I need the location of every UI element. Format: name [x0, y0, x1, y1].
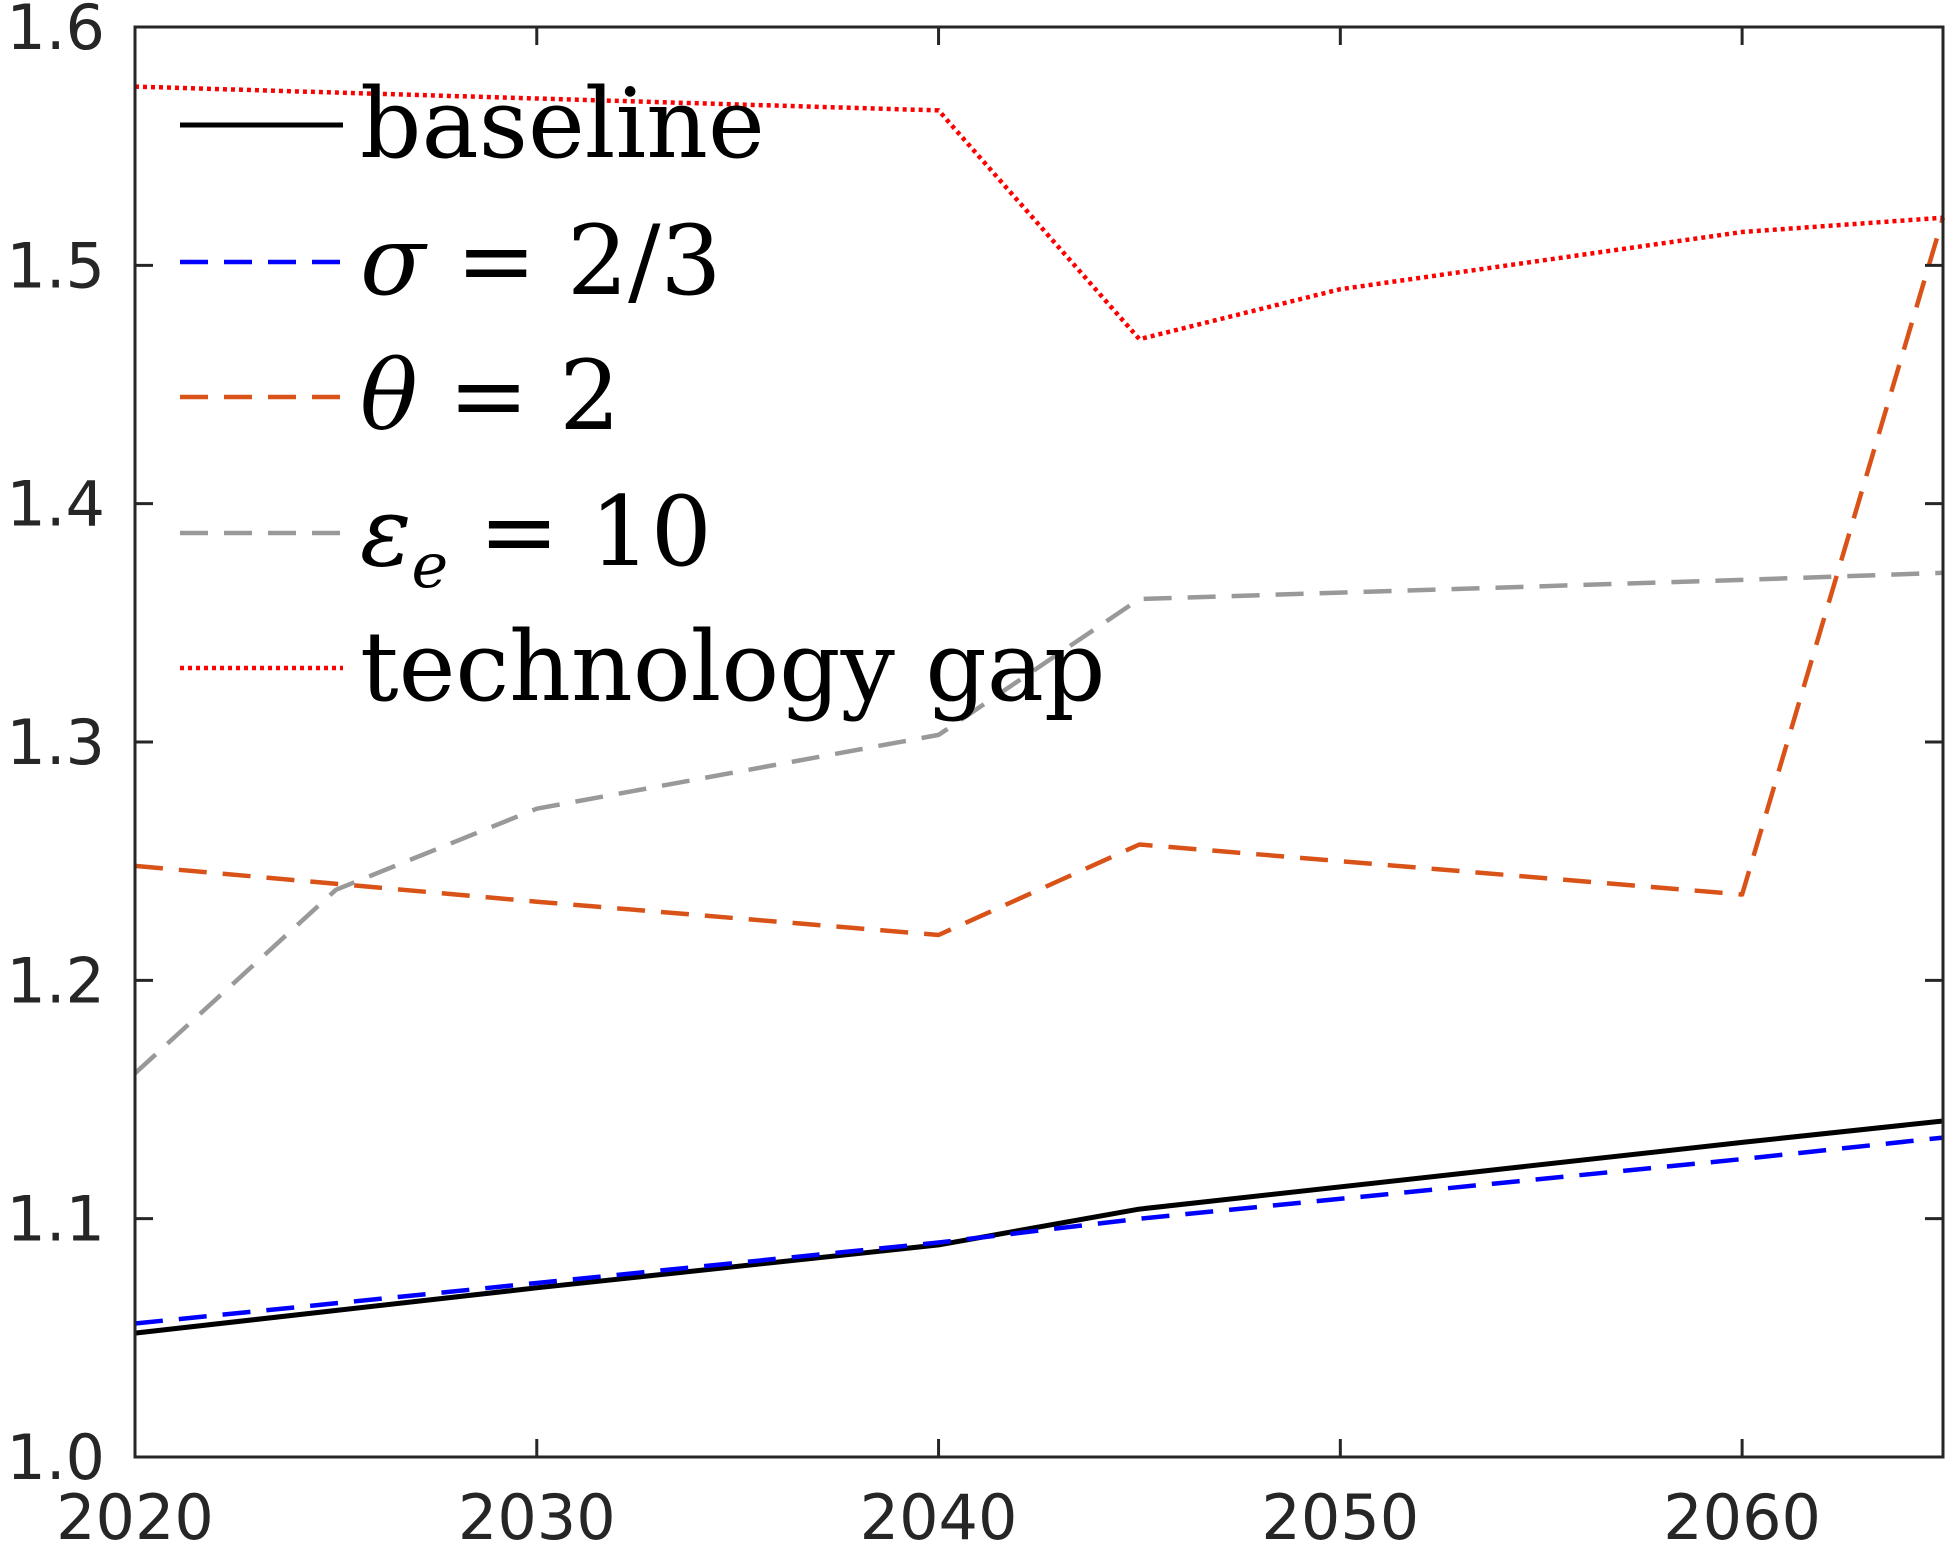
x-tick-label: 2020 [56, 1481, 214, 1554]
series-line-2 [134, 1135, 1944, 1326]
y-tick-label: 1.4 [6, 468, 105, 541]
y-tick-label: 1.2 [6, 944, 105, 1017]
series-line-4 [133, 570, 1944, 1075]
y-tick-label: 1.1 [6, 1183, 105, 1256]
plot-area [133, 84, 1946, 1336]
y-tick-label: 1.5 [6, 229, 105, 302]
series-line-5 [134, 84, 1944, 342]
series-line-1 [134, 1118, 1944, 1336]
x-tick-label: 2030 [458, 1481, 616, 1554]
legend-label-3: θ = 2 [360, 340, 620, 452]
x-tick-label: 2060 [1663, 1481, 1821, 1554]
x-tick-label: 2050 [1261, 1481, 1419, 1554]
legend-label-2: σ = 2/3 [360, 205, 722, 317]
x-tick-label: 2040 [860, 1481, 1018, 1554]
y-tick-label: 1.6 [6, 0, 105, 64]
legend-label-4: εe = 10 [360, 476, 712, 602]
legend-label-1: baseline [360, 68, 765, 180]
axes: 1.0 1.1 1.2 1.3 1.4 1.5 1.6 2020 2030 2040 2050 206… [6, 0, 1945, 1554]
legend-label-5: technology gap [360, 611, 1105, 723]
y-tick-label: 1.0 [6, 1421, 105, 1494]
y-tick-label: 1.3 [6, 706, 105, 779]
